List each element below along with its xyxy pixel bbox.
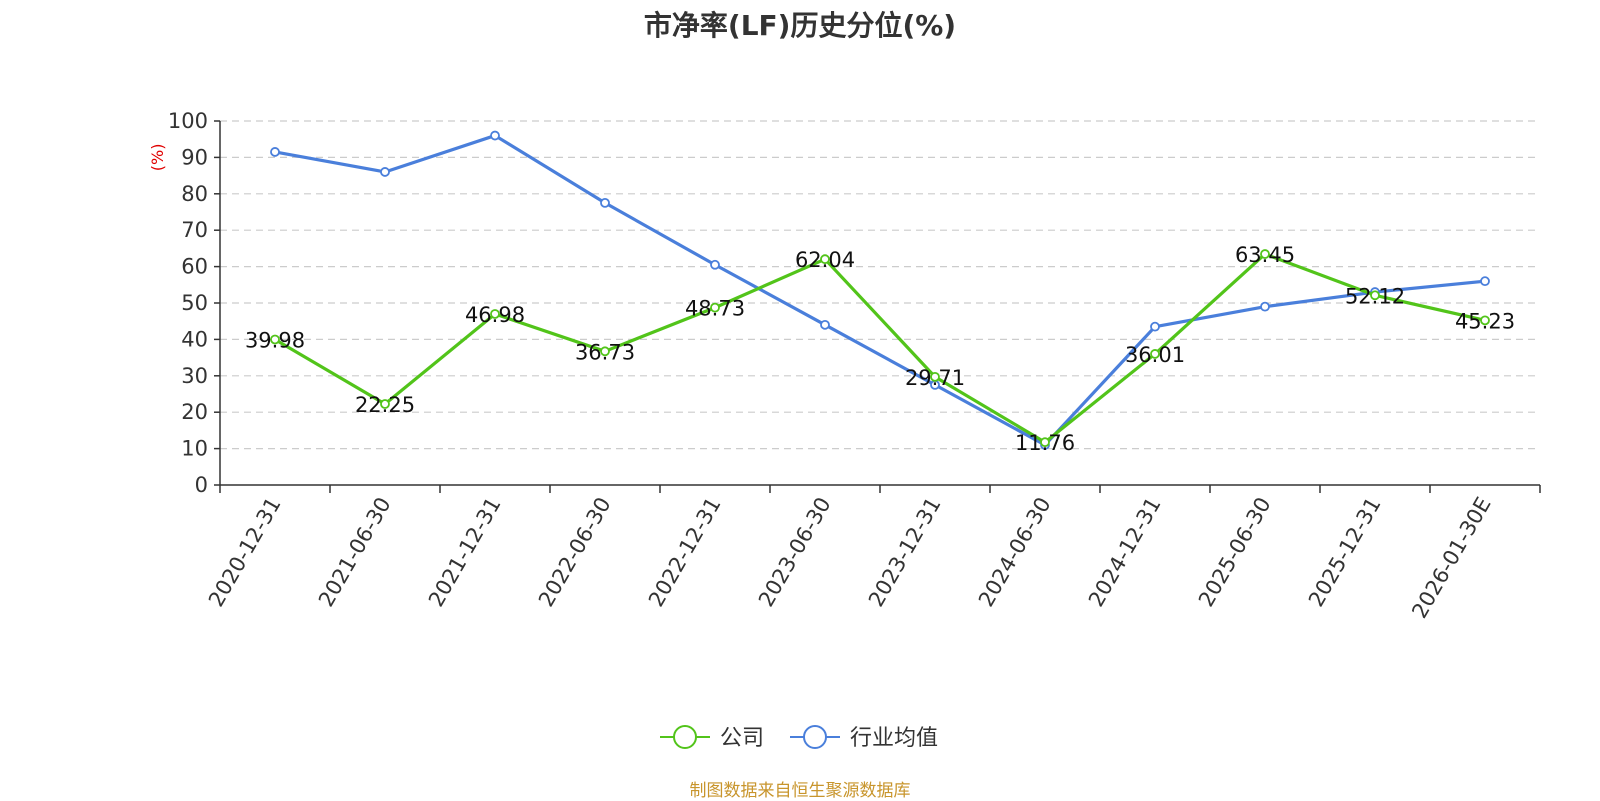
data-point [380,399,390,409]
data-label: 22.25 [355,393,415,417]
x-tick-label: 2023-06-30 [754,493,836,611]
data-point [820,319,830,330]
data-point [820,254,830,265]
data-point [490,309,500,319]
data-label: 29.71 [905,366,965,390]
data-point [600,197,610,208]
x-tick-label: 2025-06-30 [1194,493,1276,611]
x-tick-label: 2025-12-31 [1304,493,1386,611]
data-label: 63.45 [1235,243,1295,267]
data-point [710,259,720,270]
data-point [270,147,280,157]
data-point [1040,437,1050,448]
data-labels: 39.98 22.25 46.98 36.73 48.73 62.04 29.71 11.76… [245,243,1515,455]
data-point [1370,290,1380,301]
x-tick-label: 2026-01-30E [1407,493,1495,622]
y-axis-label: (%) [148,144,167,172]
y-tick-label: 100 [168,109,208,133]
legend-swatch-marker [673,725,697,749]
data-label: 62.04 [795,248,855,272]
axes: 0 10 20 30 40 50 60 70 80 90 100(%) 2020-12-31 2021-… [148,109,1541,622]
data-point [1260,249,1270,259]
data-label: 46.98 [465,303,525,327]
data-point [380,167,390,177]
y-tick-label: 30 [181,364,208,388]
series-line [274,252,1486,444]
x-tick-label: 2023-12-31 [864,493,946,611]
data-label: 52.12 [1345,284,1405,308]
series-line [274,133,1486,447]
data-point [1260,301,1270,312]
x-tick-label: 2024-06-30 [974,493,1056,611]
chart-title: 市净率(LF)历史分位(%) [643,9,957,42]
y-tick-label: 10 [181,437,208,461]
grid-lines [220,120,1540,450]
data-label: 11.76 [1015,431,1075,455]
y-tick-label: 0 [195,473,208,497]
data-point [490,130,500,141]
legend: 公司 行业均值 [660,725,938,751]
data-point [1480,276,1490,287]
legend-label: 公司 [720,726,764,751]
data-point [1150,349,1160,359]
data-label: 36.01 [1125,343,1185,367]
x-tick-label: 2021-06-30 [314,493,396,611]
y-tick-label: 70 [181,218,208,242]
y-tick-label: 50 [181,291,208,315]
x-tick-label: 2024-12-31 [1084,493,1166,611]
data-label: 45.23 [1455,309,1515,333]
series-lines [270,130,1490,450]
data-point [1480,315,1490,326]
x-tick-label: 2020-12-31 [204,493,286,611]
data-label: 39.98 [245,328,305,352]
data-label: 48.73 [685,297,745,321]
data-point [270,334,280,345]
x-tick-label: 2022-06-30 [534,493,616,611]
data-point [710,302,720,313]
data-point [930,371,940,382]
y-tick-label: 80 [181,182,208,206]
y-tick-label: 90 [181,145,208,169]
data-point [1150,321,1160,332]
source-note: 制图数据来自恒生聚源数据库 [689,781,911,801]
y-tick-label: 20 [181,400,208,424]
legend-swatch-marker [803,725,827,749]
data-label: 36.73 [575,340,635,364]
y-tick-label: 40 [181,327,208,351]
x-tick-label: 2022-12-31 [644,493,726,611]
data-point [600,346,610,357]
y-tick-label: 60 [181,255,208,279]
x-tick-label: 2021-12-31 [424,493,506,611]
legend-label: 行业均值 [850,726,938,751]
